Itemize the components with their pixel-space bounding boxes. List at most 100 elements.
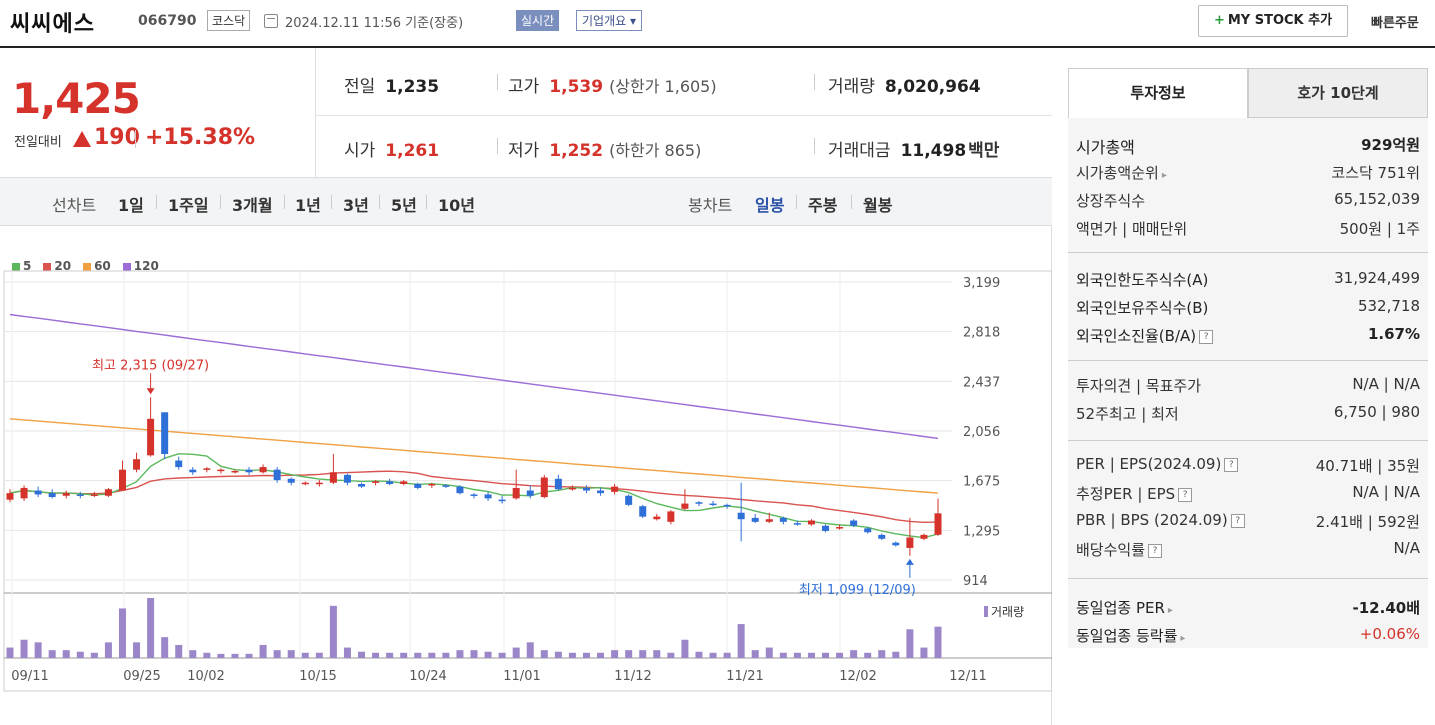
- legend-swatch: [122, 262, 131, 271]
- volume-bar: [62, 650, 70, 658]
- info-label-text: 추정PER | EPS: [1076, 485, 1176, 503]
- info-label-text: PBR | BPS (2024.09): [1076, 511, 1228, 529]
- candle-body: [400, 481, 408, 485]
- legend-label: 60: [94, 259, 111, 273]
- candle-body: [20, 487, 28, 499]
- info-label[interactable]: 시가총액순위 ▸: [1076, 162, 1167, 183]
- y-tick-label: 1,295: [963, 524, 1000, 539]
- realtime-button[interactable]: 실시간: [516, 10, 560, 31]
- row-industry-change: 동일업종 등락률 ▸ +0.06%: [1076, 625, 1420, 651]
- stat-low: 저가 1,252 (하한가 865): [508, 136, 701, 161]
- period-1[interactable]: 1주일: [168, 196, 209, 215]
- row-foreign-hold: 외국인보유주식수(B) 532,718: [1076, 297, 1420, 323]
- price-panel: 1,425 전일대비 190 +15.38%: [0, 48, 316, 178]
- info-label[interactable]: 동일업종 등락률 ▸: [1076, 625, 1185, 646]
- period-3[interactable]: 1년: [295, 196, 321, 215]
- stat-label: 고가: [508, 77, 540, 97]
- divider: [814, 74, 815, 90]
- volume-bar: [343, 647, 351, 658]
- candle-period-0[interactable]: 일봉: [755, 196, 785, 215]
- volume-bar: [554, 651, 562, 658]
- candle-body: [934, 513, 942, 535]
- volume-legend-swatch: [984, 606, 988, 617]
- info-value: 31,924,499: [1334, 269, 1420, 287]
- candle-body: [273, 469, 281, 481]
- period-4[interactable]: 3년: [343, 196, 369, 215]
- info-label: 추정PER | EPS?: [1076, 483, 1193, 504]
- corp-info-dropdown[interactable]: 기업개요 ▾: [576, 10, 642, 31]
- stock-code: 066790: [138, 13, 197, 29]
- candle-body: [568, 487, 576, 490]
- x-tick-label: 11/01: [503, 669, 540, 684]
- volume-bar: [836, 652, 844, 658]
- candle-body: [554, 478, 562, 490]
- candle-body: [386, 481, 394, 485]
- info-label-text: 외국인소진율(B/A): [1076, 327, 1197, 345]
- volume-bar: [639, 650, 647, 658]
- section-market-cap: 시가총액 929억원 시가총액순위 ▸ 코스닥 751위 상장주식수 65,152,03…: [1068, 118, 1428, 253]
- row-par: 액면가 | 매매단위 500원 | 1주: [1076, 218, 1420, 244]
- add-mystock-button[interactable]: + MY STOCK 추가: [1198, 5, 1348, 37]
- row-industry-per: 동일업종 PER ▸ -12.40배: [1076, 597, 1420, 623]
- candle-body: [484, 494, 492, 499]
- volume-bar: [695, 651, 703, 658]
- volume-bar: [104, 642, 112, 658]
- info-label: 외국인보유주식수(B): [1076, 299, 1209, 317]
- quick-order-link[interactable]: 빠른주문: [1371, 16, 1419, 31]
- volume-bar: [456, 650, 464, 658]
- stat-label: 저가: [508, 141, 540, 161]
- volume-bar: [765, 647, 773, 658]
- candle-period-1[interactable]: 주봉: [808, 196, 838, 215]
- info-label[interactable]: 동일업종 PER ▸: [1076, 597, 1173, 618]
- candle-body: [456, 486, 464, 494]
- x-tick-label: 10/15: [299, 669, 336, 684]
- y-tick-label: 2,437: [963, 375, 1000, 390]
- volume-bar: [568, 652, 576, 658]
- info-label: 시가총액: [1076, 138, 1135, 157]
- info-value: 6,750 | 980: [1333, 403, 1420, 421]
- divider: [331, 195, 332, 209]
- candle-body: [259, 467, 267, 473]
- tab-orderbook[interactable]: 호가 10단계: [1248, 68, 1428, 118]
- stat-value: 1,252: [549, 141, 604, 161]
- divider: [497, 74, 498, 90]
- row-dividend: 배당수익률? N/A: [1076, 539, 1420, 565]
- period-5[interactable]: 5년: [391, 196, 417, 215]
- row-est-per: 추정PER | EPS? N/A | N/A: [1076, 483, 1420, 509]
- help-icon[interactable]: ?: [1230, 513, 1245, 528]
- row-foreign-limit: 외국인한도주식수(A) 31,924,499: [1076, 269, 1420, 295]
- help-icon[interactable]: ?: [1224, 457, 1239, 472]
- x-tick-label: 10/24: [409, 669, 446, 684]
- help-icon[interactable]: ?: [1148, 543, 1163, 558]
- x-tick-label: 09/11: [11, 669, 48, 684]
- volume-bar: [217, 653, 225, 658]
- candle-body: [315, 482, 323, 485]
- candle-body: [76, 494, 84, 496]
- info-label: 배당수익률?: [1076, 539, 1163, 560]
- candle-body: [358, 484, 366, 487]
- chart-canvas[interactable]: 3,199 2,818 2,437 2,056 1,675 1,295 914 09/11 09…: [0, 226, 1052, 725]
- period-6[interactable]: 10년: [438, 196, 475, 215]
- info-label: 상장주식수: [1076, 192, 1146, 210]
- divider: [284, 195, 285, 209]
- y-tick-label: 1,675: [963, 475, 1000, 490]
- volume-bar: [498, 652, 506, 658]
- candle-body: [920, 534, 928, 539]
- candle-body: [203, 468, 211, 470]
- stat-value: 1,261: [385, 141, 440, 161]
- tab-investment-info[interactable]: 투자정보: [1068, 68, 1248, 118]
- period-2[interactable]: 3개월: [232, 196, 273, 215]
- volume-bar: [512, 647, 520, 658]
- volume-bar: [315, 652, 323, 658]
- stat-prev: 전일 1,235: [344, 72, 439, 97]
- candle-body: [6, 493, 14, 500]
- period-0[interactable]: 1일: [118, 196, 144, 215]
- help-icon[interactable]: ?: [1199, 329, 1214, 344]
- lower-limit: (하한가 865): [609, 141, 702, 160]
- stock-name: 씨씨에스: [10, 12, 95, 37]
- investment-info-panel: 투자정보 호가 10단계 시가총액 929억원 시가총액순위 ▸ 코스닥 751위 상…: [1068, 68, 1428, 648]
- volume-bar: [414, 652, 422, 658]
- candle-body: [104, 489, 112, 496]
- help-icon[interactable]: ?: [1178, 487, 1193, 502]
- candle-period-2[interactable]: 월봉: [863, 196, 893, 215]
